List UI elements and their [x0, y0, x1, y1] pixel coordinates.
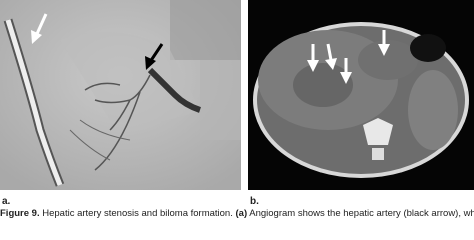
caption-number: Figure 9. [0, 208, 40, 219]
panel-label: a. [2, 196, 11, 207]
angiogram-image [0, 0, 241, 190]
page: {"figure": {"panels": [{"label": "a."}, … [0, 0, 474, 219]
caption-continuation: Angiogram shows the hepatic artery (blac… [249, 208, 474, 219]
ct-image [248, 0, 474, 190]
caption-panel-ref: (a) [235, 208, 248, 219]
figure-caption: Figure 9. Hepatic artery stenosis and bi… [0, 208, 474, 219]
panel-label: b. [250, 196, 259, 207]
caption-text: Hepatic artery stenosis and biloma forma… [42, 208, 233, 219]
